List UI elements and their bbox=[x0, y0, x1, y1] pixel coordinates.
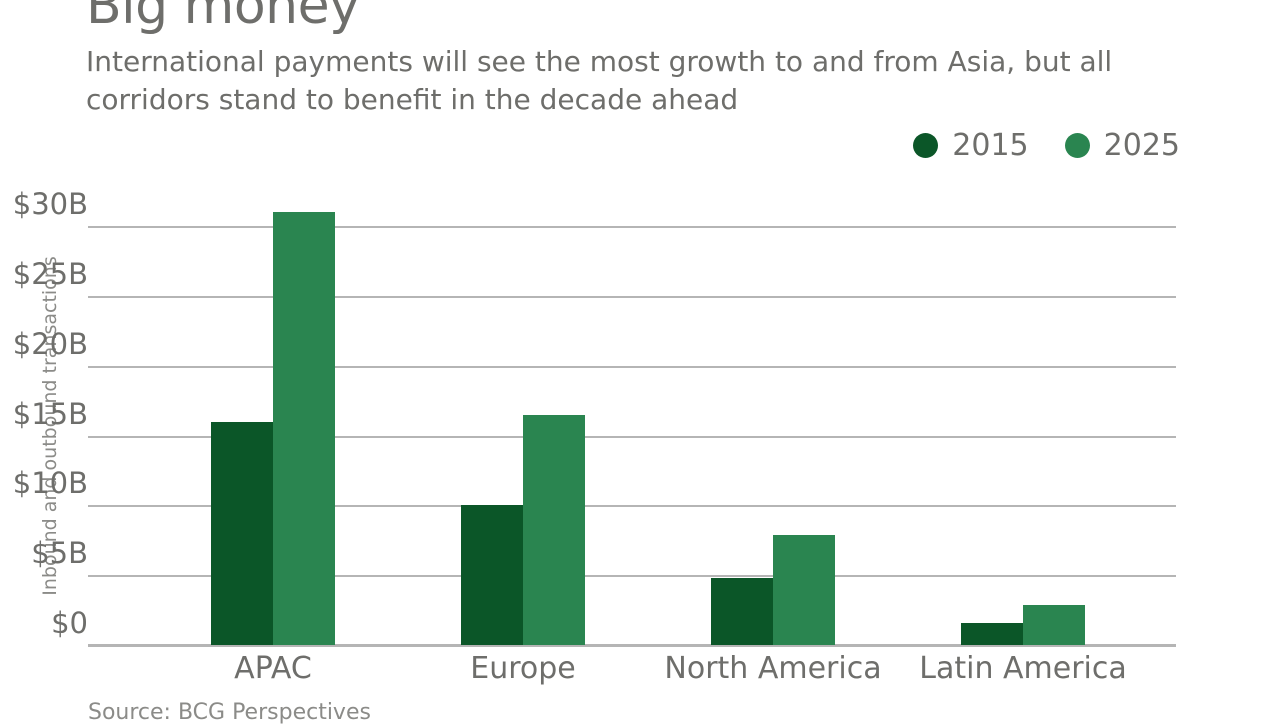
y-axis-tick-label: $10B bbox=[12, 466, 88, 501]
legend-label: 2025 bbox=[1103, 128, 1180, 163]
bar-north-america-2015[interactable] bbox=[711, 577, 773, 645]
x-axis-tick-label: APAC bbox=[234, 651, 312, 686]
legend-swatch-circle-icon bbox=[913, 133, 939, 158]
x-axis-tick-label: North America bbox=[664, 651, 882, 686]
bar-latin-america-2025[interactable] bbox=[1023, 604, 1085, 645]
legend-label: 2015 bbox=[952, 128, 1029, 163]
bar-europe-2025[interactable] bbox=[523, 414, 585, 645]
y-axis-tick-label: $15B bbox=[12, 396, 88, 431]
gridline bbox=[88, 435, 1176, 438]
y-axis-tick-label: $5B bbox=[31, 536, 88, 571]
y-axis-tick-label: $0 bbox=[51, 606, 88, 640]
legend-swatch-circle-icon bbox=[1064, 133, 1090, 158]
legend-item-2015[interactable]: 2015 bbox=[913, 128, 1029, 163]
bar-europe-2015[interactable] bbox=[461, 505, 523, 645]
gridline bbox=[88, 575, 1176, 578]
plot-area bbox=[88, 212, 1176, 647]
y-axis-tick-label: $20B bbox=[12, 326, 88, 361]
x-axis-baseline bbox=[88, 644, 1176, 647]
gridline bbox=[88, 505, 1176, 508]
x-axis-tick-label: Europe bbox=[470, 651, 576, 686]
y-axis-tick-label: $30B bbox=[12, 187, 88, 221]
gridline bbox=[88, 365, 1176, 368]
gridline bbox=[88, 295, 1176, 298]
chart-legend: 2015 2025 bbox=[913, 128, 1180, 163]
x-axis-tick-label: Latin America bbox=[919, 651, 1127, 686]
legend-item-2025[interactable]: 2025 bbox=[1064, 128, 1180, 163]
bar-apac-2025[interactable] bbox=[273, 212, 335, 645]
y-axis-tick-label: $25B bbox=[12, 256, 88, 291]
gridline bbox=[88, 226, 1176, 228]
chart-title: Big money bbox=[86, 0, 360, 36]
bar-latin-america-2015[interactable] bbox=[961, 622, 1023, 645]
chart-subtitle: International payments will see the most… bbox=[86, 45, 1113, 116]
source-note: Source: BCG Perspectives bbox=[88, 700, 371, 725]
bar-north-america-2025[interactable] bbox=[773, 534, 835, 645]
bar-apac-2015[interactable] bbox=[211, 421, 273, 645]
